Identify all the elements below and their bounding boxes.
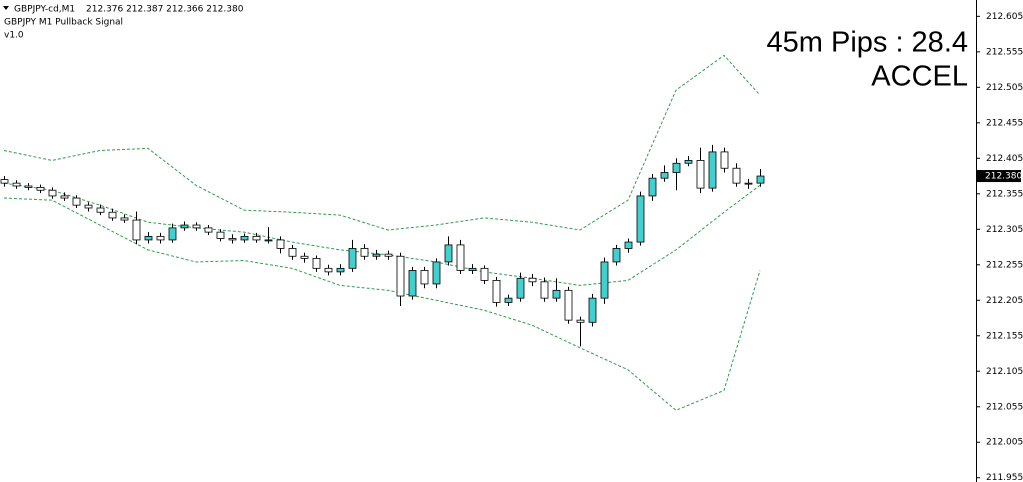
candle-body (228, 238, 237, 241)
candle-body (468, 267, 477, 271)
candle-body (84, 204, 93, 209)
candle-body (564, 289, 573, 321)
candle-body (744, 182, 753, 185)
y-tick-label: 212.005 (986, 438, 1023, 448)
candle-body (492, 279, 501, 303)
candle-body (480, 267, 489, 281)
symbol-label: GBPJPY-cd,M1 (14, 5, 75, 15)
candle-body (576, 319, 585, 323)
candle-body (324, 267, 333, 273)
indicator-name: GBPJPY M1 Pullback Signal (4, 18, 123, 28)
candle-body (144, 235, 153, 241)
candle-body (624, 241, 633, 249)
candle-body (588, 297, 597, 323)
candle-body (132, 219, 141, 241)
candle-body (636, 195, 645, 243)
candle-body (48, 189, 57, 197)
candle-body (456, 244, 465, 271)
y-tick-label: 212.555 (986, 47, 1023, 57)
y-tick-label: 212.605 (986, 12, 1023, 22)
candle-body (528, 277, 537, 283)
y-tick-label: 212.405 (986, 154, 1023, 164)
ohlc-label: 212.376 212.387 212.366 212.380 (86, 5, 244, 15)
band-line (3, 54, 761, 231)
y-tick-label: 212.255 (986, 260, 1023, 270)
candle-body (180, 224, 189, 229)
candle-body (96, 207, 105, 213)
candle-body (12, 182, 21, 187)
candle-body (720, 151, 729, 169)
candle-body (552, 289, 561, 299)
candle-body (408, 270, 417, 297)
signal-label: ACCEL (871, 61, 968, 93)
candle-body (336, 267, 345, 273)
candle-body (756, 175, 765, 184)
version: v1.0 (4, 31, 24, 41)
candle-body (396, 255, 405, 297)
candle-body (540, 281, 549, 299)
candle-body (252, 235, 261, 241)
candle-body (648, 177, 657, 197)
y-tick-label: 212.455 (986, 118, 1023, 128)
candle-body (672, 162, 681, 173)
candle-body (312, 257, 321, 269)
candle-body (288, 248, 297, 257)
candle-body (240, 235, 249, 241)
band-line (3, 197, 761, 411)
candle-body (708, 151, 717, 189)
candle-body (0, 179, 9, 184)
candle-body (600, 261, 609, 299)
y-tick-label: 211.955 (986, 473, 1023, 482)
candle-body (348, 248, 357, 269)
candle-body (300, 255, 309, 259)
current-price-box (977, 170, 1021, 183)
candle-body (660, 172, 669, 179)
candle-body (504, 297, 513, 303)
candle-body (732, 167, 741, 184)
candle-body (216, 231, 225, 239)
pips-annotation: 45m Pips : 28.4 (767, 27, 969, 59)
candle-body (60, 195, 69, 199)
candle-body (36, 187, 45, 191)
y-tick-label: 212.205 (986, 296, 1023, 306)
candle-body (108, 211, 117, 219)
candle-body (276, 239, 285, 249)
candle-body (372, 253, 381, 257)
candle-body (384, 253, 393, 257)
y-tick-label: 212.305 (986, 225, 1023, 235)
candle-body (156, 235, 165, 241)
candle-body (432, 261, 441, 285)
y-tick-label: 212.055 (986, 402, 1023, 412)
candle-body (120, 217, 129, 221)
y-tick-label: 212.155 (986, 331, 1023, 341)
candle-body (72, 197, 81, 206)
candle-body (204, 227, 213, 233)
candle-body (24, 185, 33, 188)
y-tick-label: 212.355 (986, 189, 1023, 199)
y-tick-label: 212.505 (986, 83, 1023, 93)
menu-triangle (3, 6, 9, 10)
candle-body (264, 239, 273, 242)
candle-body (612, 248, 621, 263)
candle-body (684, 160, 693, 164)
candle-body (360, 248, 369, 257)
candle-body (696, 160, 705, 189)
candle-body (516, 277, 525, 299)
y-tick-label: 212.105 (986, 367, 1023, 377)
candle-body (420, 270, 429, 285)
candle-body (444, 244, 453, 263)
candle-body (168, 227, 177, 241)
candle-body (192, 224, 201, 229)
current-price-label: 212.380 (985, 172, 1022, 182)
